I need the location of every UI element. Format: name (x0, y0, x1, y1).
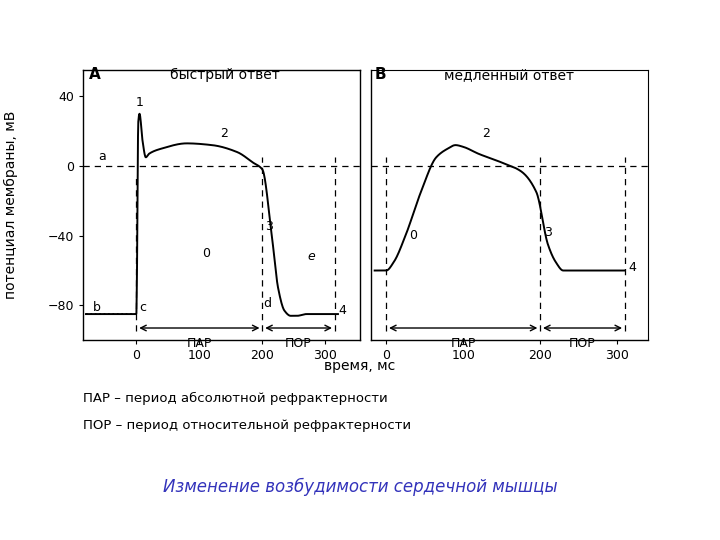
Text: Изменение возбудимости сердечной мышцы: Изменение возбудимости сердечной мышцы (163, 478, 557, 496)
Text: 1: 1 (135, 96, 143, 109)
Text: d: d (264, 297, 271, 310)
Text: e: e (307, 250, 315, 263)
Text: быстрый ответ: быстрый ответ (170, 68, 279, 82)
Text: 0: 0 (202, 247, 210, 260)
Text: ПАР: ПАР (186, 337, 212, 350)
Text: 0: 0 (409, 229, 417, 242)
Text: потенциал мембраны, мВ: потенциал мембраны, мВ (4, 111, 18, 299)
Text: 4: 4 (629, 260, 636, 274)
Text: A: A (89, 67, 101, 82)
Text: 4: 4 (338, 304, 346, 317)
Text: ПОР – период относительной рефрактерности: ПОР – период относительной рефрактерност… (83, 418, 411, 431)
Text: ПОР: ПОР (570, 337, 596, 350)
Text: 2: 2 (482, 127, 490, 140)
Text: ПОР: ПОР (285, 337, 312, 350)
Text: b: b (94, 301, 102, 314)
Text: 3: 3 (266, 220, 274, 233)
Text: c: c (139, 301, 146, 314)
Text: a: a (98, 150, 106, 163)
Text: ПАР – период абсолютной рефрактерности: ПАР – период абсолютной рефрактерности (83, 392, 387, 404)
Text: B: B (374, 67, 386, 82)
Text: ПАР: ПАР (451, 337, 476, 350)
Text: медленный ответ: медленный ответ (444, 68, 575, 82)
Text: 3: 3 (544, 226, 552, 239)
Text: время, мс: время, мс (325, 359, 395, 373)
Text: 2: 2 (220, 127, 228, 140)
